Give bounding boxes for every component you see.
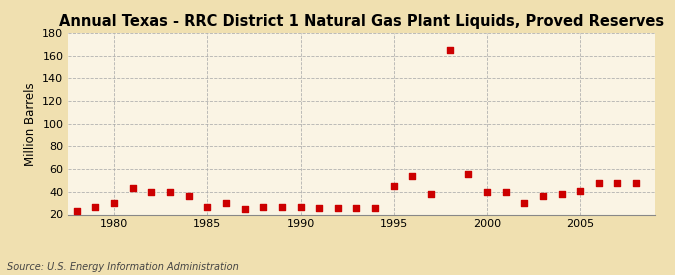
Point [146, 190, 157, 194]
Point [519, 201, 530, 205]
Point [239, 207, 250, 211]
Y-axis label: Million Barrels: Million Barrels [24, 82, 36, 166]
Point [258, 204, 269, 209]
Point [575, 188, 586, 193]
Point [444, 48, 455, 52]
Point [165, 190, 176, 194]
Point [426, 192, 437, 196]
Point [612, 181, 623, 185]
Point [481, 190, 492, 194]
Point [53, 212, 63, 217]
Point [90, 204, 101, 209]
Point [500, 190, 511, 194]
Point [593, 181, 604, 185]
Point [128, 186, 138, 191]
Point [295, 204, 306, 209]
Point [314, 205, 325, 210]
Point [630, 181, 641, 185]
Point [109, 201, 119, 205]
Point [202, 204, 213, 209]
Title: Annual Texas - RRC District 1 Natural Gas Plant Liquids, Proved Reserves: Annual Texas - RRC District 1 Natural Ga… [59, 14, 664, 29]
Text: Source: U.S. Energy Information Administration: Source: U.S. Energy Information Administ… [7, 262, 238, 272]
Point [184, 194, 194, 199]
Point [463, 172, 474, 176]
Point [537, 194, 548, 199]
Point [332, 205, 343, 210]
Point [221, 201, 232, 205]
Point [556, 192, 567, 196]
Point [407, 174, 418, 178]
Point [72, 209, 82, 213]
Point [277, 204, 288, 209]
Point [351, 205, 362, 210]
Point [388, 184, 399, 188]
Point [370, 205, 381, 210]
